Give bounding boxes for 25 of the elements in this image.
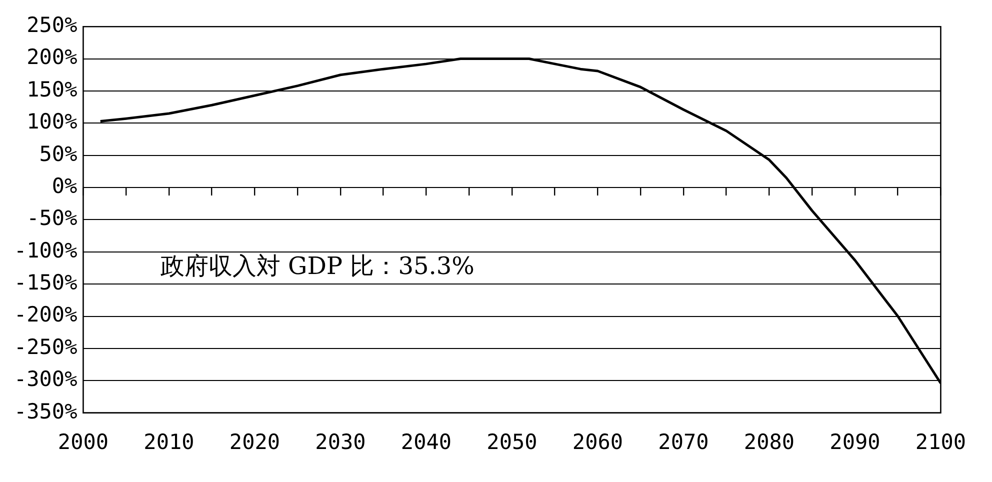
y-tick-label: 150% bbox=[26, 77, 78, 102]
y-tick-label: -300% bbox=[14, 367, 78, 392]
y-tick-label: 250% bbox=[26, 13, 78, 38]
y-tick-label: 200% bbox=[26, 45, 78, 70]
y-tick-label: -50% bbox=[26, 206, 78, 230]
x-tick-label: 2070 bbox=[658, 430, 709, 454]
y-tick-label: -250% bbox=[14, 334, 78, 359]
x-tick-label: 2080 bbox=[744, 430, 795, 454]
y-tick-label: -200% bbox=[14, 302, 78, 327]
x-tick-label: 2030 bbox=[315, 430, 366, 454]
y-tick-label: -350% bbox=[14, 399, 78, 424]
y-tick-label: 0% bbox=[52, 174, 78, 198]
x-tick-label: 2050 bbox=[486, 430, 538, 454]
annotation: 政府収入対 GDP 比：35.3% bbox=[160, 252, 474, 280]
x-tick-label: 2090 bbox=[830, 430, 880, 454]
y-tick-label: 100% bbox=[26, 110, 78, 134]
y-tick-label: 50% bbox=[39, 142, 78, 166]
y-tick-label: -150% bbox=[14, 270, 78, 295]
x-tick-label: 2060 bbox=[572, 430, 624, 454]
x-tick-label: 2000 bbox=[58, 430, 109, 454]
y-tick-label: -100% bbox=[14, 238, 78, 262]
x-tick-label: 2010 bbox=[144, 430, 194, 454]
x-tick-label: 2100 bbox=[915, 430, 966, 454]
x-tick-label: 2040 bbox=[400, 430, 452, 454]
x-tick-label: 2020 bbox=[229, 430, 280, 454]
